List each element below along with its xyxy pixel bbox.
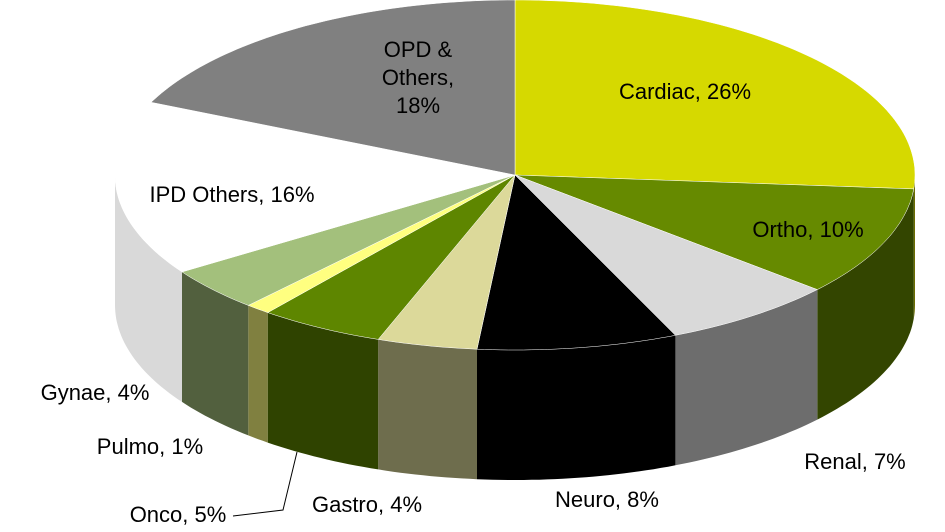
slice-side: [378, 339, 477, 480]
slice: [514, 0, 916, 190]
slice: [267, 174, 516, 340]
slice-side: [182, 271, 249, 436]
slice: [514, 174, 818, 336]
data-label: Neuro, 8%: [555, 487, 659, 512]
data-label: Cardiac, 26%: [618, 79, 752, 104]
data-label: IPD Others, 16%: [149, 182, 315, 207]
slice-side: [115, 175, 182, 402]
data-label: Gastro, 4%: [311, 492, 423, 517]
slice-side: [248, 305, 268, 443]
slice: [114, 102, 516, 273]
slice-side: [675, 289, 818, 466]
data-label: Onco, 5%: [129, 502, 227, 527]
slice: [377, 174, 516, 350]
slice: [476, 174, 676, 351]
data-label: Ortho, 10%: [752, 217, 864, 242]
slice: [514, 174, 915, 290]
leader-line: [232, 451, 298, 517]
data-label: Pulmo, 1%: [96, 434, 204, 459]
slice-side: [267, 312, 379, 470]
slice-side: [817, 188, 914, 420]
slice-side: [913, 175, 915, 319]
slice: [181, 174, 516, 306]
data-label: Gynae, 4%: [40, 380, 150, 405]
slice: [150, 0, 516, 176]
data-label: Renal, 7%: [804, 449, 906, 474]
data-label: OPD & Others, 18%: [381, 37, 455, 118]
slice-side: [477, 335, 676, 480]
